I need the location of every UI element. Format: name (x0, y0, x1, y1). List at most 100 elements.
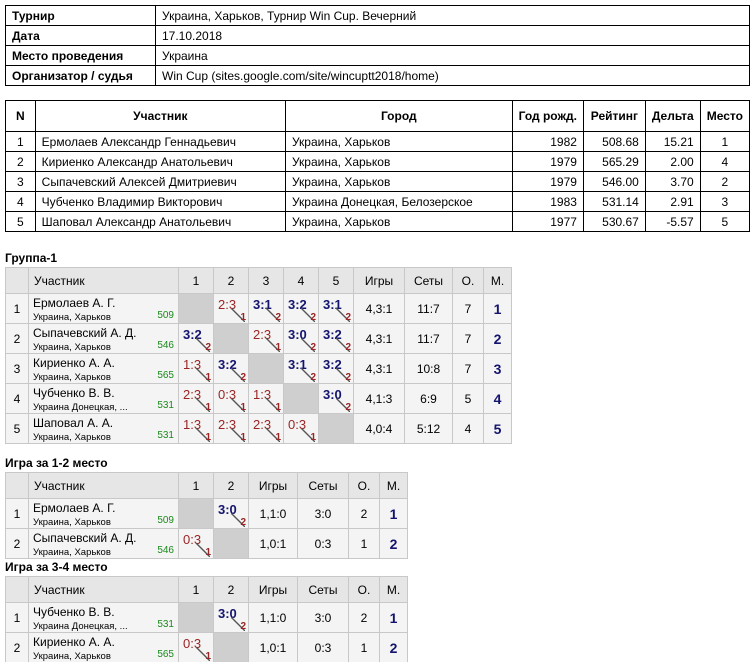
slash (266, 308, 280, 322)
slash (196, 543, 210, 557)
participant-cell: 1 (5, 131, 36, 152)
slash (301, 428, 315, 442)
place: 5 (483, 413, 512, 444)
player-name: Чубченко В. В. (33, 605, 115, 619)
player-name: Ермолаев А. Г. (33, 501, 116, 515)
score-cell: 0:3 1 (283, 413, 319, 444)
slash (336, 398, 350, 412)
player-name: Кириенко А. А. (33, 635, 115, 649)
row-number: 2 (5, 323, 29, 354)
score-cell: 3:2 2 (318, 323, 354, 354)
player-city: Украина, Харьков (33, 342, 111, 353)
sets: 5:12 (404, 413, 453, 444)
player-row: 5 Шаповал А. А. Украина, Харьков 531 1:3 1 2:3… (5, 413, 512, 444)
player-city: Украина, Харьков (33, 372, 111, 383)
info-table: Турнир Украина, Харьков, Турнир Win Cup. … (5, 5, 750, 86)
column-header: 1 (178, 472, 214, 499)
place: 2 (379, 632, 408, 662)
player-city: Украина, Харьков (33, 312, 111, 323)
column-header: Место (699, 100, 750, 132)
player-rating: 546 (157, 340, 174, 351)
player-name: Шаповал А. А. (33, 416, 114, 430)
participant-cell: 565.29 (582, 151, 646, 172)
score-cell: 3:1 2 (318, 293, 354, 324)
player-cell: Чубченко В. В. Украина Донецкая, ... 531 (28, 383, 179, 414)
match-points: 2 (310, 312, 316, 323)
column-header: Дельта (644, 100, 701, 132)
player-cell: Ермолаев А. Г. Украина, Харьков 509 (28, 293, 179, 324)
player-name: Сыпачевский А. Д. (33, 531, 137, 545)
column-header: Рейтинг (582, 100, 646, 132)
score-cell: 1:3 1 (248, 383, 284, 414)
slash (336, 308, 350, 322)
column-header: О. (452, 267, 484, 294)
player-row: 2 Сыпачевский А. Д. Украина, Харьков 546 0:3… (5, 528, 408, 559)
slash (231, 368, 245, 382)
slash (196, 368, 210, 382)
header-row: Участник 1 2 Игры Сеты О. М. (5, 576, 408, 603)
participant-cell: 1982 (511, 131, 584, 152)
diagonal-cell (178, 498, 214, 529)
participant-cell: 5 (5, 211, 36, 232)
points: 7 (452, 323, 484, 354)
score-cell: 0:3 1 (213, 383, 249, 414)
column-header: 4 (283, 267, 319, 294)
place: 1 (379, 602, 408, 633)
games: 4,3:1 (353, 293, 405, 324)
score-cell: 2:3 1 (248, 323, 284, 354)
row-number: 2 (5, 528, 29, 559)
diagonal-cell (178, 293, 214, 324)
participants-table: N Участник Город Год рожд. Рейтинг Дельта Мест… (5, 100, 750, 232)
match-points: 2 (240, 372, 246, 383)
participant-cell: 1979 (511, 171, 584, 192)
place: 1 (483, 293, 512, 324)
participant-row: 5 Шаповал Александр Анатольевич Украина, Х… (5, 211, 750, 232)
info-value: 17.10.2018 (155, 25, 750, 46)
player-row: 2 Сыпачевский А. Д. Украина, Харьков 546 3:2… (5, 323, 512, 354)
player-city: Украина, Харьков (33, 517, 111, 528)
column-header: Сеты (404, 267, 453, 294)
slash (231, 428, 245, 442)
column-header: Игры (248, 472, 298, 499)
diagonal-cell (178, 602, 214, 633)
points: 7 (452, 353, 484, 384)
column-header: Участник (34, 100, 286, 132)
header-row: N Участник Город Год рожд. Рейтинг Дельта Мест… (5, 100, 750, 132)
group-title: Игра за 3-4 место (5, 560, 108, 574)
slash (196, 428, 210, 442)
column-header: Год рожд. (511, 100, 584, 132)
place: 2 (379, 528, 408, 559)
match-points: 2 (240, 517, 246, 528)
participant-cell: Шаповал Александр Анатольевич (34, 211, 286, 232)
info-row: Место проведения Украина (5, 45, 750, 66)
player-cell: Кириенко А. А. Украина, Харьков 565 (28, 353, 179, 384)
column-header: Участник (28, 267, 179, 294)
games: 4,0:4 (353, 413, 405, 444)
row-number: 3 (5, 353, 29, 384)
player-name: Кириенко А. А. (33, 356, 115, 370)
score-cell: 0:3 1 (178, 632, 214, 662)
column-header: Участник (28, 472, 179, 499)
player-rating: 509 (157, 310, 174, 321)
column-header (5, 576, 29, 603)
player-row: 4 Чубченко В. В. Украина Донецкая, ... 531 2… (5, 383, 512, 414)
column-header: М. (379, 472, 408, 499)
score-cell: 3:2 2 (213, 353, 249, 384)
games: 1,1:0 (248, 602, 298, 633)
column-header: Сеты (297, 576, 349, 603)
participant-cell: 4 (5, 191, 36, 212)
row-number: 2 (5, 632, 29, 662)
place: 2 (483, 323, 512, 354)
column-header: Участник (28, 576, 179, 603)
group-table: Участник 1 2 Игры Сеты О. М. 1 Чубченко В. В. Укр… (5, 576, 408, 662)
participant-cell: -5.57 (644, 211, 701, 232)
score-cell: 1:3 1 (178, 353, 214, 384)
points: 1 (348, 528, 380, 559)
player-rating: 565 (157, 370, 174, 381)
player-rating: 509 (157, 515, 174, 526)
participant-row: 2 Кириенко Александр Анатольевич Украина, … (5, 151, 750, 172)
match-points: 2 (345, 402, 351, 413)
participant-cell: 1977 (511, 211, 584, 232)
slash (266, 428, 280, 442)
diagonal-cell (213, 528, 249, 559)
